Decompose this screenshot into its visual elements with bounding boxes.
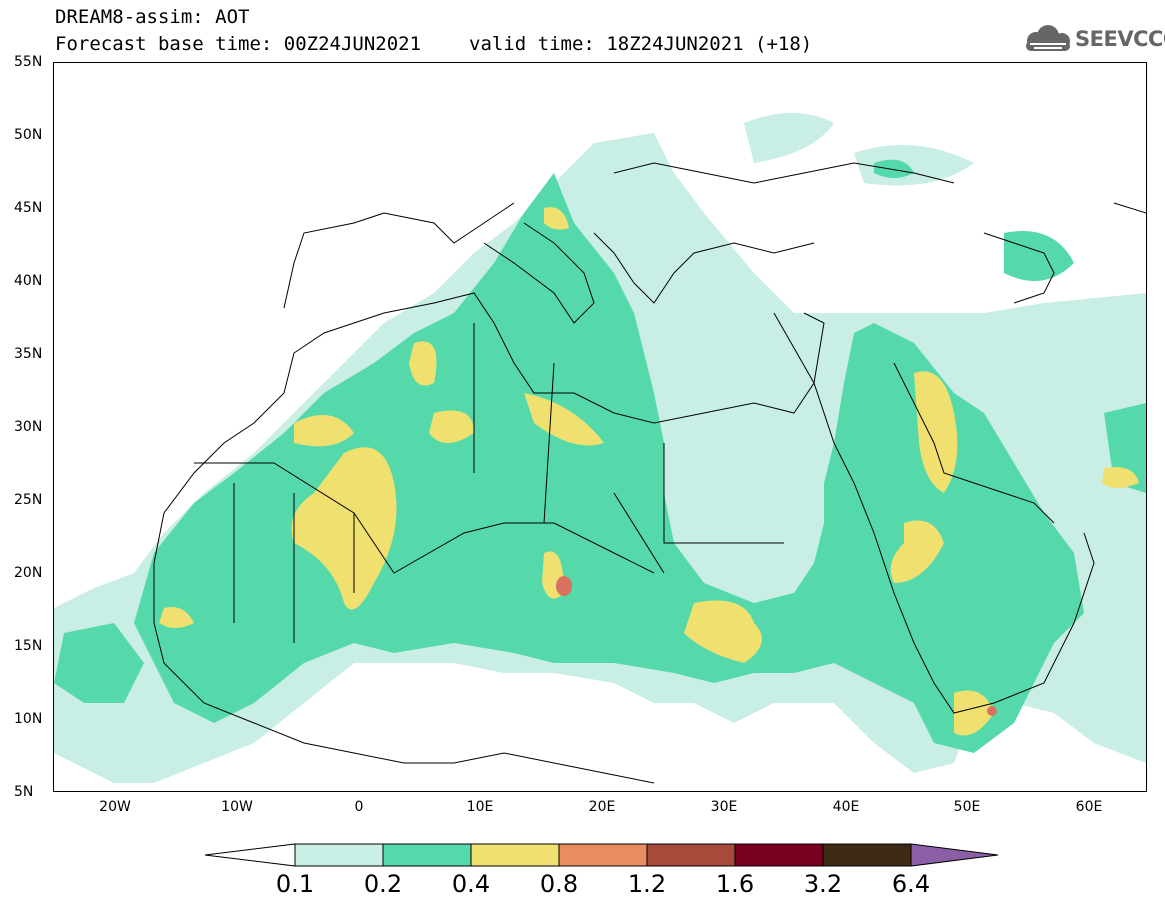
colorbar-swatch-6 (734, 843, 824, 867)
colorbar-label: 6.4 (891, 870, 931, 898)
colorbar (205, 843, 999, 867)
colorbar-low-arrow (205, 843, 296, 867)
coastlines (153, 162, 1147, 784)
colorbar-label: 0.2 (363, 870, 403, 898)
colorbar-label: 0.1 (275, 870, 315, 898)
colorbar-high-arrow (910, 843, 999, 867)
lat-label: 15N (14, 638, 43, 654)
lat-label: 55N (14, 54, 43, 70)
lon-label: 30E (710, 799, 738, 815)
colorbar-label: 0.4 (451, 870, 491, 898)
lat-label: 20N (14, 565, 43, 581)
colorbar-swatch-4 (558, 843, 648, 867)
forecast-times: Forecast base time: 00Z24JUN2021 valid ti… (55, 33, 812, 55)
colorbar-label: 0.8 (539, 870, 579, 898)
lat-label: 45N (14, 200, 43, 216)
aot-map (54, 113, 1147, 784)
colorbar-label: 1.2 (627, 870, 667, 898)
lat-label: 50N (14, 127, 43, 143)
lat-label: 10N (14, 711, 43, 727)
colorbar-swatch-2 (382, 843, 472, 867)
colorbar-swatch-3 (470, 843, 560, 867)
aot-field-0.8 (556, 576, 997, 716)
colorbar-swatch-7 (822, 843, 912, 867)
map-title: DREAM8-assim: AOT (55, 6, 250, 28)
lon-label: 10W (221, 799, 253, 815)
valid-time: valid time: 18Z24JUN2021 (+18) (469, 33, 813, 55)
aot-field-0.4 (159, 207, 1139, 736)
colorbar-label: 1.6 (715, 870, 755, 898)
lat-label: 25N (14, 492, 43, 508)
lon-label: 0 (354, 799, 364, 815)
lon-label: 20E (588, 799, 616, 815)
lon-label: 50E (953, 799, 981, 815)
cloud-icon (1026, 25, 1070, 51)
colorbar-label: 3.2 (803, 870, 843, 898)
colorbar-swatch-5 (646, 843, 736, 867)
base-time: Forecast base time: 00Z24JUN2021 (55, 33, 422, 55)
lon-label: 60E (1075, 799, 1103, 815)
colorbar-swatch-1 (294, 843, 384, 867)
lat-label: 35N (14, 346, 43, 362)
logo-text: SEEVCCC (1075, 27, 1165, 51)
aot-field-0.2 (54, 159, 1146, 753)
lat-label: 40N (14, 273, 43, 289)
lat-label: 5N (14, 784, 34, 800)
lon-label: 10E (466, 799, 494, 815)
lat-label: 30N (14, 419, 43, 435)
map-panel (53, 62, 1147, 792)
lon-label: 40E (832, 799, 860, 815)
lon-label: 20W (99, 799, 131, 815)
